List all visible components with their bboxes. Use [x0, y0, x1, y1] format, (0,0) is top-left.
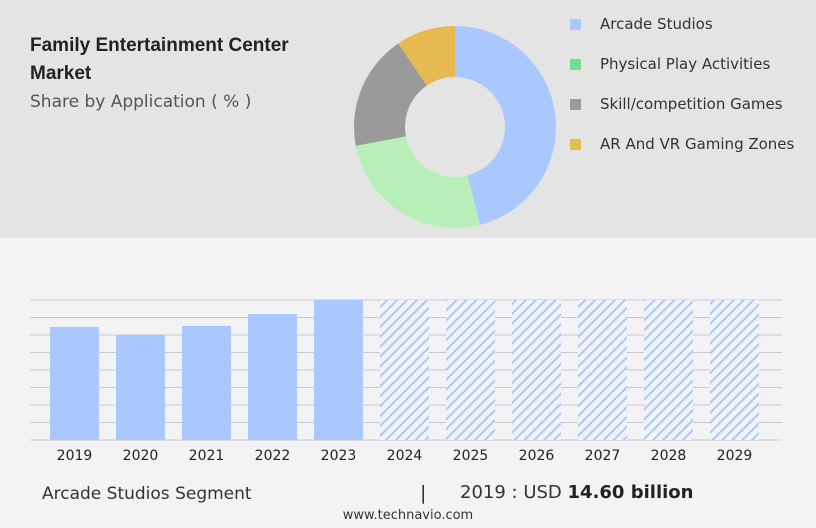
bar — [116, 334, 165, 440]
x-tick-label: 2028 — [651, 448, 687, 464]
donut-chart — [354, 26, 557, 229]
bar — [248, 314, 297, 440]
x-tick-label: 2029 — [717, 448, 753, 464]
x-tick-label: 2019 — [57, 448, 93, 464]
legend-swatch — [570, 99, 581, 110]
x-tick-label: 2023 — [321, 448, 357, 464]
forecast-bar — [578, 300, 627, 440]
chart-subtitle: Share by Application ( % ) — [30, 92, 252, 112]
year-label: 2019 : USD — [460, 482, 562, 503]
x-tick-label: 2022 — [255, 448, 291, 464]
x-tick-label: 2021 — [189, 448, 225, 464]
bar — [314, 300, 363, 440]
value: 14.60 billion — [567, 482, 694, 503]
x-tick-label: 2020 — [123, 448, 159, 464]
segment-label: Arcade Studios Segment — [42, 484, 252, 504]
bar — [182, 326, 231, 440]
legend-swatch — [570, 139, 581, 150]
legend-label: Physical Play Activities — [600, 55, 771, 73]
legend-label: AR And VR Gaming Zones — [600, 135, 795, 153]
donut-slice — [455, 26, 557, 225]
x-tick-label: 2026 — [519, 448, 555, 464]
legend-label: Skill/competition Games — [600, 95, 783, 113]
segment-value: 2019 : USD 14.60 billion — [460, 482, 693, 503]
source-url: www.technavio.com — [342, 508, 474, 523]
donut-slice — [354, 43, 427, 146]
legend-swatch — [570, 19, 581, 30]
donut-slice — [355, 136, 481, 229]
legend-label: Arcade Studios — [600, 15, 713, 33]
x-tick-label: 2024 — [387, 448, 423, 464]
x-tick-label: 2025 — [453, 448, 489, 464]
legend-swatch — [570, 59, 581, 70]
forecast-bar — [644, 300, 693, 440]
forecast-bar — [380, 300, 429, 440]
donut-slice — [398, 26, 455, 86]
forecast-bar — [710, 300, 759, 440]
x-tick-label: 2027 — [585, 448, 621, 464]
bar — [50, 327, 99, 440]
chart-title: Family Entertainment Center Market — [30, 35, 289, 84]
forecast-bar — [446, 300, 495, 440]
bar-chart: 2019 2020 2021 2022 2023 2024 2025 2026 2027 2028… — [30, 299, 782, 464]
forecast-bar — [512, 300, 561, 440]
separator: | — [420, 482, 427, 504]
